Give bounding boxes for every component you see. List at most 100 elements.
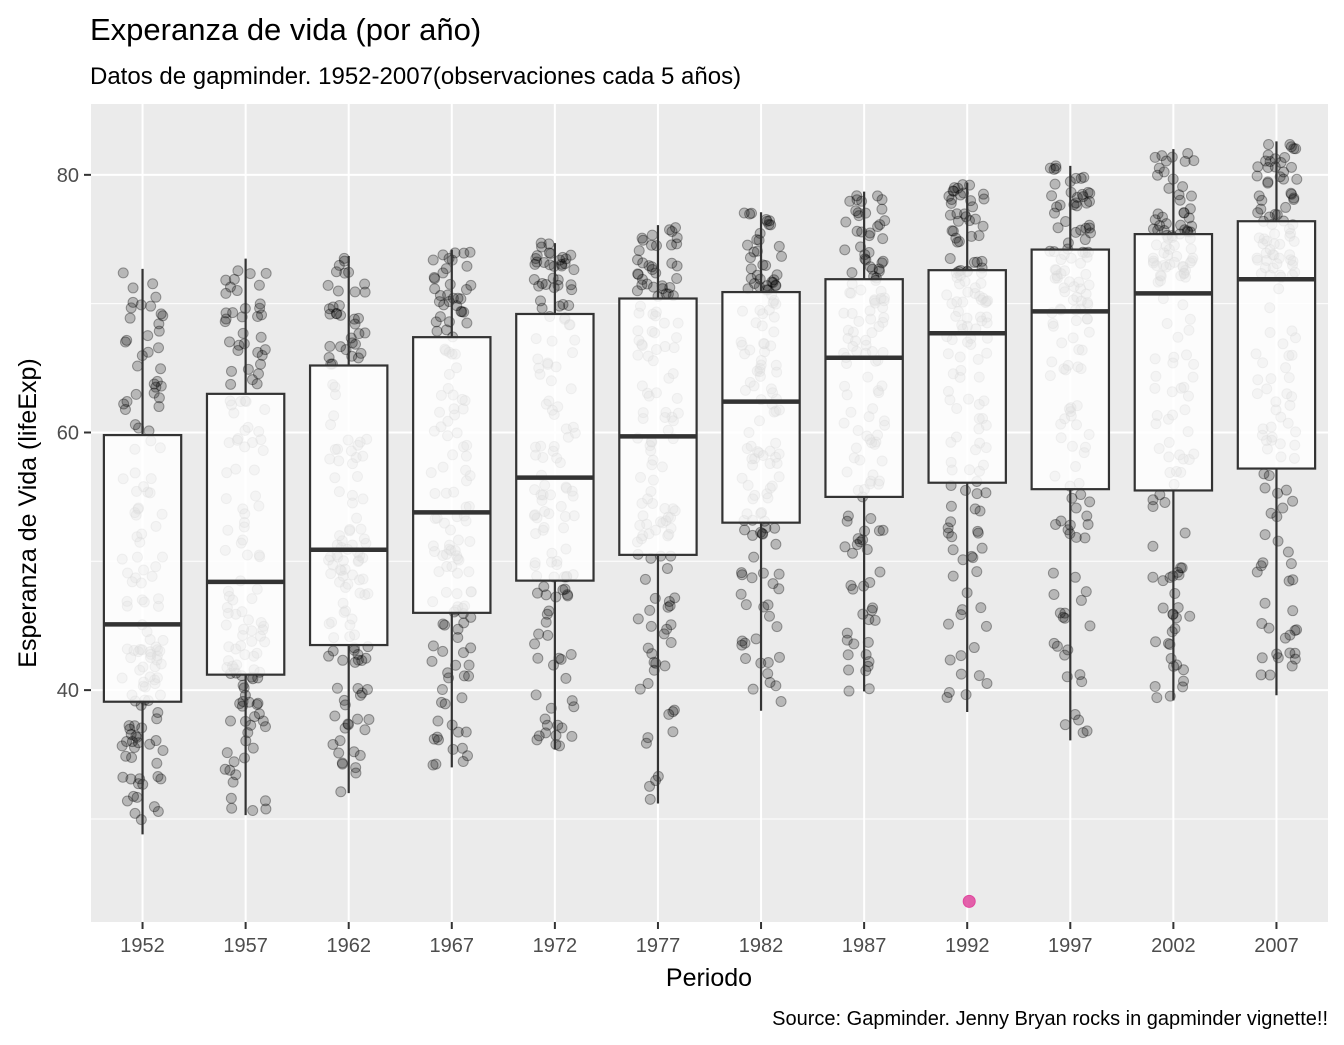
jitter-point [948, 182, 960, 194]
jitter-point [636, 232, 648, 244]
jitter-point [333, 299, 345, 311]
jitter-point [350, 767, 362, 779]
jitter-point [148, 801, 160, 813]
jitter-point [631, 285, 643, 297]
jitter-point [252, 697, 264, 709]
jitter-point [1083, 219, 1095, 231]
jitter-point [1262, 149, 1274, 161]
jitter-point [1257, 557, 1269, 569]
jitter-point [555, 653, 567, 665]
jitter-point [1259, 482, 1271, 494]
jitter-point [632, 613, 644, 625]
box-1957 [205, 392, 286, 676]
jitter-point [850, 205, 862, 217]
jitter-point [566, 284, 578, 296]
jitter-point [125, 773, 137, 785]
jitter-point [359, 724, 371, 736]
jitter-point [1048, 207, 1060, 219]
jitter-point [762, 668, 774, 680]
jitter-point [972, 525, 984, 537]
jitter-point [975, 602, 987, 614]
jitter-point [639, 573, 651, 585]
jitter-point [1054, 607, 1066, 619]
jitter-point [155, 380, 167, 392]
jitter-point [427, 640, 439, 652]
jitter-point [565, 648, 577, 660]
jitter-point [336, 758, 348, 770]
jitter-point [1285, 161, 1297, 173]
jitter-point [566, 695, 578, 707]
jitter-point [877, 524, 889, 536]
jitter-point [636, 279, 648, 291]
jitter-point [153, 318, 165, 330]
x-tick-label-1972: 1972 [533, 935, 578, 957]
jitter-point [947, 544, 959, 556]
jitter-point [736, 635, 748, 647]
jitter-point [671, 238, 683, 250]
boxplots [102, 141, 1317, 835]
jitter-point [744, 252, 756, 264]
jitter-point [1054, 199, 1066, 211]
jitter-point [951, 208, 963, 220]
jitter-point [661, 623, 673, 635]
jitter-point [253, 708, 265, 720]
jitter-point [457, 756, 469, 768]
jitter-point [363, 713, 375, 725]
jitter-point [1071, 200, 1083, 212]
jitter-point [427, 254, 439, 266]
jitter-point [1046, 190, 1058, 202]
jitter-point [1069, 571, 1081, 583]
jitter-point [874, 219, 886, 231]
jitter-point [225, 792, 237, 804]
jitter-point [658, 628, 670, 640]
jitter-point [1048, 163, 1060, 175]
jitter-point [1286, 188, 1298, 200]
jitter-point [746, 572, 758, 584]
jitter-point [1078, 171, 1090, 183]
jitter-point [360, 652, 372, 664]
jitter-point [529, 258, 541, 270]
jitter-point [352, 682, 364, 694]
jitter-point [349, 286, 361, 298]
jitter-point [226, 802, 238, 814]
jitter-point [947, 570, 959, 582]
jitter-point [740, 653, 752, 665]
jitter-point [955, 668, 967, 680]
jitter-point [768, 274, 780, 286]
jitter-point [354, 749, 366, 761]
x-tick-label-1967: 1967 [430, 935, 475, 957]
jitter-point [972, 527, 984, 539]
jitter-point [1253, 190, 1265, 202]
jitter-point [1272, 487, 1284, 499]
jitter-point [659, 660, 671, 672]
jitter-point [436, 684, 448, 696]
jitter-point [155, 773, 167, 785]
jitter-point [738, 207, 750, 219]
jitter-point [1156, 150, 1168, 162]
outlier-point-1992 [962, 894, 976, 908]
jitter-point [945, 500, 957, 512]
jitter-point [847, 547, 859, 559]
jitter-point [331, 308, 343, 320]
jitter-point [557, 584, 569, 596]
jitter-point [255, 358, 267, 370]
jitter-point [1283, 575, 1295, 587]
jitter-point [458, 617, 470, 629]
jitter-point [233, 339, 245, 351]
jitter-point [1044, 162, 1056, 174]
jitter-point [463, 659, 475, 671]
jitter-point [1079, 532, 1091, 544]
jitter-point [943, 190, 955, 202]
jitter-point [565, 279, 577, 291]
jitter-point [663, 708, 675, 720]
jitter-point [560, 253, 572, 265]
jitter-point [763, 218, 775, 230]
jitter-point [536, 302, 548, 314]
jitter-point [461, 317, 473, 329]
jitter-point [541, 719, 553, 731]
jitter-point [152, 805, 164, 817]
jitter-point [333, 747, 345, 759]
jitter-point [666, 239, 678, 251]
jitter-point [458, 670, 470, 682]
jitter-point [568, 701, 580, 713]
